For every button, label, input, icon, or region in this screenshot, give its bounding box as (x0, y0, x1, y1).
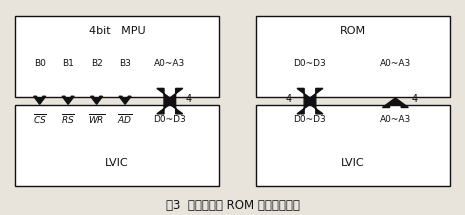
Polygon shape (91, 96, 103, 104)
Text: B2: B2 (91, 58, 102, 68)
Text: $\overline{RS}$: $\overline{RS}$ (61, 112, 75, 126)
Bar (256, 16, 450, 97)
Text: D0~D3: D0~D3 (153, 115, 186, 124)
Text: $\overline{CS}$: $\overline{CS}$ (33, 112, 46, 126)
Text: 图3  微处理器或 ROM 与芯片的连接: 图3 微处理器或 ROM 与芯片的连接 (166, 199, 299, 212)
Text: $\overline{WR}$: $\overline{WR}$ (88, 112, 105, 126)
Polygon shape (62, 96, 74, 104)
Text: 4: 4 (412, 94, 418, 104)
Text: D0~D3: D0~D3 (293, 58, 326, 68)
Polygon shape (157, 88, 183, 114)
Text: B3: B3 (119, 58, 131, 68)
Text: 4: 4 (286, 94, 292, 104)
Text: $\overline{AD}$: $\overline{AD}$ (117, 112, 133, 126)
Polygon shape (33, 96, 46, 104)
Text: B0: B0 (34, 58, 46, 68)
Polygon shape (297, 88, 323, 114)
Text: ROM: ROM (339, 26, 366, 36)
Text: 4: 4 (186, 94, 192, 104)
Text: A0~A3: A0~A3 (380, 58, 411, 68)
Polygon shape (382, 98, 408, 108)
Text: 4bit   MPU: 4bit MPU (89, 26, 145, 36)
Text: B1: B1 (62, 58, 74, 68)
Text: D0~D3: D0~D3 (293, 115, 326, 124)
Text: LVIC: LVIC (105, 158, 129, 168)
Polygon shape (119, 96, 131, 104)
Text: A0~A3: A0~A3 (154, 58, 186, 68)
Text: LVIC: LVIC (341, 158, 365, 168)
Text: A0~A3: A0~A3 (380, 115, 411, 124)
Bar (15, 16, 219, 97)
Bar (256, 105, 450, 186)
Bar (15, 105, 219, 186)
